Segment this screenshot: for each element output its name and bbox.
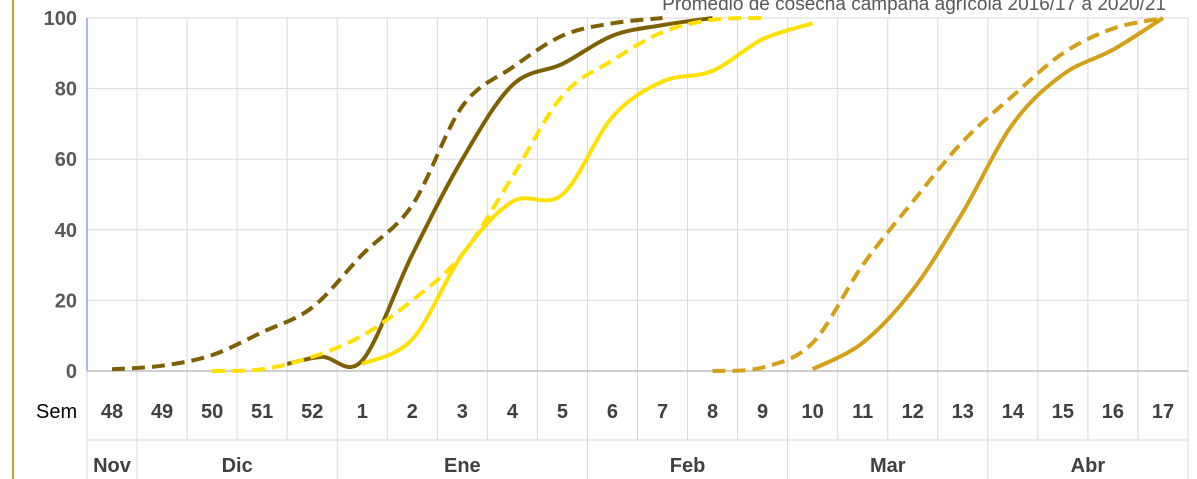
x-tick-label: 5: [557, 401, 568, 423]
month-label: Feb: [670, 455, 706, 477]
x-axis-label: Sem: [36, 401, 77, 423]
x-tick-label: 10: [802, 401, 824, 423]
x-tick-label: 17: [1152, 401, 1174, 423]
x-tick-label: 52: [301, 401, 323, 423]
month-label: Mar: [870, 455, 906, 477]
x-tick-label: 9: [757, 401, 768, 423]
y-tick-label: 60: [55, 149, 77, 171]
x-tick-label: 16: [1102, 401, 1124, 423]
x-tick-label: 3: [457, 401, 468, 423]
x-tick-label: 12: [902, 401, 924, 423]
series-lines: [111, 16, 1165, 373]
y-tick-label: 40: [55, 220, 77, 242]
x-tick-label: 15: [1052, 401, 1074, 423]
month-label: Abr: [1071, 455, 1106, 477]
x-tick-label: 2: [407, 401, 418, 423]
y-tick-label: 20: [55, 290, 77, 312]
series-line-6: [811, 16, 1165, 371]
month-label: Dic: [222, 455, 253, 477]
month-label: Nov: [93, 455, 132, 477]
x-tick-label: 8: [707, 401, 718, 423]
x-tick-label: 6: [607, 401, 618, 423]
series-line-3: [212, 16, 763, 373]
x-tick-label: 51: [251, 401, 273, 423]
x-tick-label: 48: [101, 401, 123, 423]
x-tick-label: 4: [507, 401, 519, 423]
x-tick-label: 1: [357, 401, 368, 423]
series-line-2: [286, 16, 713, 369]
series-line-1: [111, 16, 663, 372]
x-tick-label: 11: [852, 401, 873, 423]
x-tick-label: 14: [1002, 401, 1025, 423]
y-axis-ticks: 0 20 40 60 80 100: [44, 8, 77, 383]
axes: [12, 0, 1188, 479]
x-axis-ticks: 48 49 50 51 52 1 2 3 4 5 6 7 8 9 10 11 12 13 14 15 16 17: [101, 401, 1174, 423]
x-tick-label: 50: [201, 401, 223, 423]
chart-subtitle: Promedio de cosecha campaña agrícola 201…: [662, 0, 1166, 15]
x-tick-label: 7: [657, 401, 668, 423]
month-labels: Nov Dic Ene Feb Mar Abr: [93, 455, 1105, 477]
series-line-4: [361, 21, 814, 366]
series-line-5: [712, 16, 1164, 373]
y-tick-label: 100: [44, 8, 77, 30]
y-tick-label: 0: [66, 361, 77, 383]
y-tick-label: 80: [55, 79, 77, 101]
x-tick-label: 13: [952, 401, 974, 423]
x-tick-label: 49: [151, 401, 173, 423]
month-label: Ene: [444, 455, 481, 477]
